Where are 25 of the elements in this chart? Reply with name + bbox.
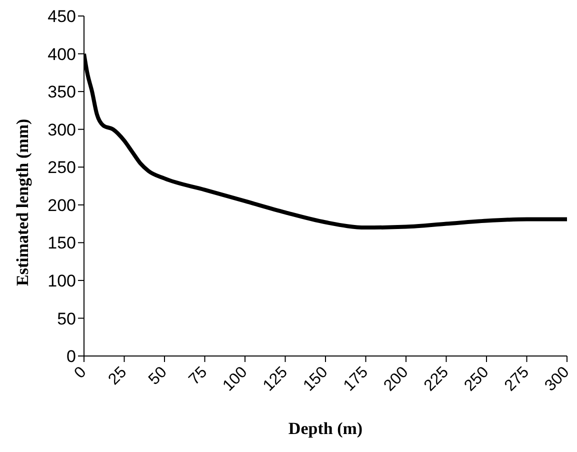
x-tick-label: 175 (340, 364, 372, 395)
x-tick-label: 100 (220, 364, 251, 395)
x-tick-label: 125 (260, 364, 292, 395)
y-tick-label: 400 (48, 44, 76, 64)
x-tick-label: 50 (146, 364, 170, 388)
x-tick-label: 25 (105, 364, 130, 388)
y-tick-label: 200 (48, 196, 76, 215)
x-tick-label: 0 (71, 364, 90, 382)
y-tick-label: 250 (48, 158, 76, 178)
x-tick-label: 75 (186, 364, 211, 388)
y-axis-title: Estimated length (mm) (13, 118, 32, 286)
x-tick-label: 300 (542, 364, 573, 395)
y-tick-label: 450 (48, 7, 76, 26)
y-tick-label: 100 (48, 271, 76, 290)
y-tick-label: 350 (48, 82, 76, 102)
x-tick-label: 250 (461, 364, 492, 395)
y-tick-label: 300 (48, 120, 76, 140)
y-tick-label: 150 (48, 234, 76, 253)
x-axis-title: Depth (m) (288, 419, 363, 438)
y-tick-label: 0 (66, 347, 76, 366)
x-tick-label: 150 (300, 364, 332, 395)
x-tick-label: 200 (380, 364, 412, 395)
y-tick-label: 50 (57, 309, 76, 328)
x-tick-label: 275 (502, 364, 533, 395)
x-tick-label: 225 (421, 364, 452, 395)
